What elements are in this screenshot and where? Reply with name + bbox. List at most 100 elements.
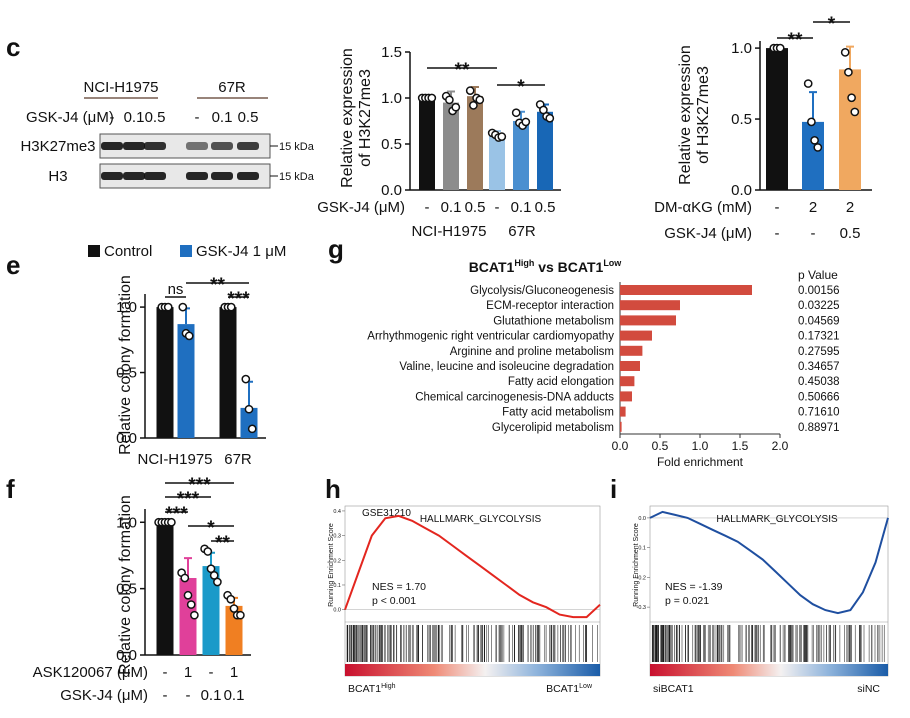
bar	[802, 121, 824, 190]
bar	[620, 315, 676, 326]
data-point	[521, 117, 531, 127]
bar	[513, 121, 529, 190]
row-value: 0.1	[441, 199, 462, 216]
blot-group: 67R	[218, 79, 246, 96]
bar	[179, 578, 197, 655]
end-label: BCAT1Low	[546, 683, 593, 695]
band	[186, 142, 208, 150]
data-point	[840, 48, 850, 57]
pvalue-label: 0.27595	[798, 346, 840, 358]
y-tick-label: 0.3	[333, 534, 341, 540]
x-tick-label: 2.0	[772, 439, 789, 453]
bar	[537, 111, 553, 190]
band	[101, 172, 123, 180]
title-part: vs BCAT1	[534, 259, 603, 275]
y-tick-label: -0.1	[637, 546, 646, 552]
data-point	[427, 93, 437, 103]
data-point	[813, 143, 823, 152]
significance-label: *	[517, 77, 525, 98]
panel-label: e	[6, 250, 20, 280]
y-tick-label: 1.0	[381, 90, 402, 107]
panel-label: h	[325, 474, 341, 504]
enrichment-curve	[344, 514, 601, 619]
bar	[419, 98, 435, 190]
error-bar	[184, 557, 192, 579]
band	[211, 142, 233, 150]
bar	[839, 69, 861, 190]
data-point	[229, 604, 239, 613]
row-label: GSK-J4 (μM)	[664, 225, 752, 242]
row-value: -	[495, 199, 500, 216]
error-bar	[809, 91, 817, 122]
y-axis-label: of H3K27me3	[357, 69, 374, 167]
rank-bar	[345, 664, 600, 676]
y-tick-label: 1.0	[731, 40, 752, 57]
y-tick-label: 0.5	[116, 581, 137, 598]
bar	[620, 300, 680, 311]
data-point	[186, 600, 196, 609]
row-value: -	[163, 664, 168, 681]
data-point	[244, 404, 254, 414]
panel-label: c	[6, 32, 20, 62]
band	[144, 142, 166, 150]
rank-bar	[650, 664, 888, 676]
y-axis-label: Relative expression	[677, 45, 694, 185]
row-value: 0.1	[511, 199, 532, 216]
title-part: Low	[603, 258, 622, 268]
bar	[467, 96, 483, 190]
y-tick-label: 0.0	[731, 182, 752, 199]
category-label: Fatty acid elongation	[508, 376, 614, 388]
end-label-text: siBCAT1	[653, 683, 694, 695]
row-label: GSK-J4 (μM)	[317, 199, 405, 216]
end-label-text: BCAT1	[348, 683, 381, 695]
data-point	[803, 79, 813, 88]
y-axis-label: Running Enrichment Score	[633, 523, 640, 607]
y-axis-label: Running Enrichment Score	[328, 523, 335, 607]
blot-treatment: 0.5	[238, 109, 259, 126]
x-tick-label: 1.0	[692, 439, 709, 453]
row-value: -	[186, 687, 191, 704]
category-label: Chemical carcinogenesis-DNA adducts	[415, 391, 614, 403]
data-point	[183, 590, 193, 600]
pvalue-label: 0.00156	[798, 285, 840, 297]
pvalue-label: 0.04569	[798, 315, 840, 327]
data-point	[206, 564, 216, 574]
y-tick-label: 0.0	[116, 430, 137, 447]
band	[211, 172, 233, 180]
blot-marker: 15 kDa	[279, 141, 315, 153]
blot-treatment: 0.1	[212, 109, 233, 126]
bar	[443, 102, 459, 190]
significance-label: **	[215, 533, 230, 554]
x-tick-label: 0.0	[612, 439, 629, 453]
data-point	[850, 107, 860, 117]
panel-label: g	[328, 234, 344, 264]
data-point	[203, 547, 213, 556]
y-tick-label: -0.2	[637, 575, 646, 581]
row-value: 2	[846, 199, 854, 216]
row-value: 0.5	[465, 199, 486, 216]
chart-title: HALLMARK_GLYCOLYSIS	[716, 514, 838, 525]
bar	[177, 324, 195, 438]
category-label: Glycerolipid metabolism	[492, 422, 614, 434]
significance-label: **	[455, 60, 470, 81]
blot-treatment: -	[110, 109, 115, 126]
significance-label: ***	[165, 504, 188, 525]
significance-label: *	[828, 14, 836, 35]
blot-treatment: 0.1	[124, 109, 145, 126]
data-point	[190, 610, 199, 620]
band	[101, 142, 123, 150]
significance-label: ***	[227, 289, 250, 310]
band	[237, 172, 259, 180]
significance-label: ***	[177, 489, 200, 510]
legend-label: GSK-J4 1 μM	[196, 243, 286, 260]
row-value: 2	[809, 199, 817, 216]
significance-label: ***	[188, 475, 211, 496]
y-axis-label: Relative colony formation	[117, 495, 134, 675]
chart-title: BCAT1High vs BCAT1Low	[469, 258, 623, 275]
bar	[156, 522, 174, 655]
data-point	[844, 67, 853, 77]
data-point	[511, 108, 521, 118]
data-point	[445, 95, 454, 105]
gene-hits	[346, 625, 598, 662]
data-point	[497, 132, 507, 141]
